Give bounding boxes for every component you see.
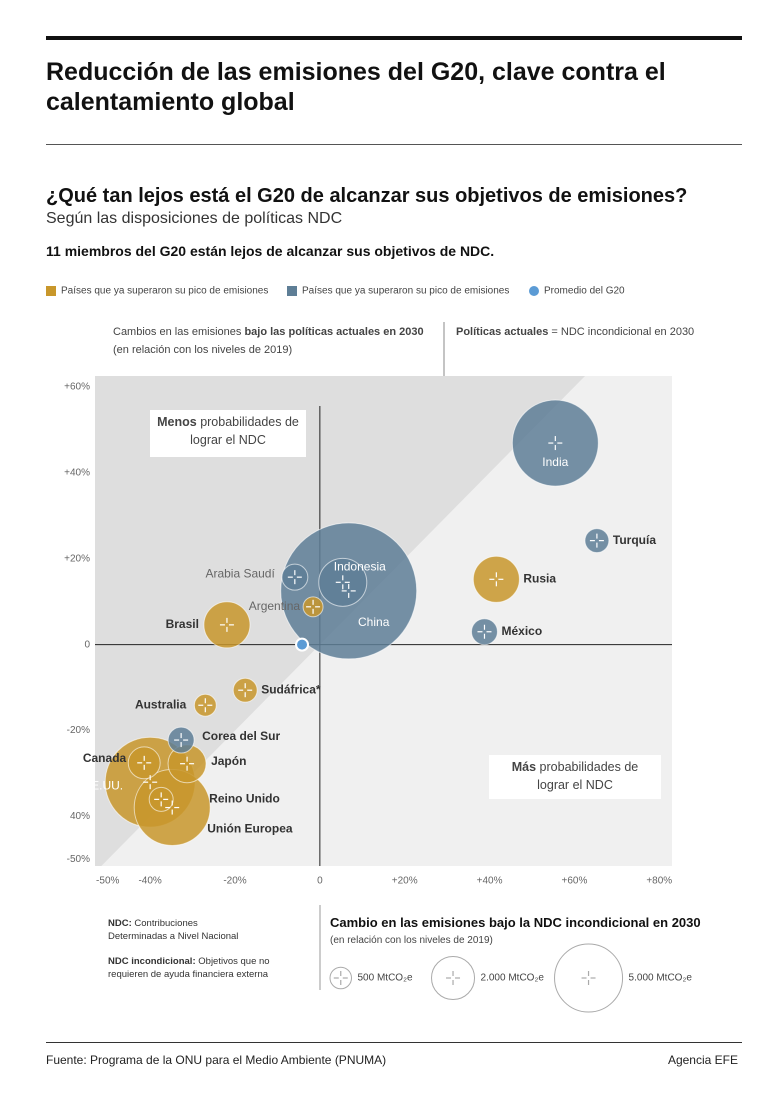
annotation-box: Más probabilidades de lograr el NDC [489,755,661,799]
x-axis-label: Políticas actuales = NDC incondicional e… [456,326,694,338]
legend-marker [529,286,539,296]
size-legend-label: 500 MtCO₂e [358,973,413,984]
bubble-label: Indonesia [334,559,386,573]
bubble-label: China [358,615,390,629]
bubble [281,563,309,591]
bubble-label: Argentina [249,599,301,613]
y-axis-label: Cambios en las emisiones bajo las políti… [113,326,424,338]
x-tick-label: -20% [223,876,246,887]
bubble [318,557,368,607]
size-legend-circle [554,943,624,1013]
bubble [148,786,174,812]
bubble-label: EE.UU. [83,778,123,792]
annotation-text: probabilidades de lograr el NDC [537,760,639,792]
bubble-label: Canada [83,751,127,765]
bubble-label: Arabia Saudí [205,566,275,580]
annotation-box: Menos probabilidades de lograr el NDC [150,410,306,457]
bubble-label: Turquía [613,533,656,547]
bubble [302,596,324,618]
bubble-label: Brasil [166,617,199,631]
note: NDC: Contribuciones Determinadas a Nivel… [108,917,258,943]
annotation-bold: Menos [157,415,197,429]
x-tick-label: +60% [561,876,587,887]
annotation-text: probabilidades de lograr el NDC [190,415,299,447]
legend-label: Promedio del G20 [544,286,625,297]
x-tick-label: -50% [96,876,119,887]
note-term: NDC incondicional: [108,956,196,967]
credit: Agencia EFE [667,1053,738,1067]
x-tick-label: +40% [477,876,503,887]
bubble-label: Unión Europea [207,822,293,836]
headline: 11 miembros del G20 están lejos de alcan… [46,243,495,259]
bubble [127,746,161,780]
bubble-label: Corea del Sur [202,729,280,743]
source: Fuente: Programa de la ONU para el Medio… [46,1053,387,1067]
note-text: Objetivos que no requieren de ayuda fina… [108,956,270,980]
legend-label: Países que ya superaron su pico de emisi… [61,286,268,297]
y-tick-label: +60% [64,381,90,392]
bubble-label: Japón [211,754,246,768]
x-axis-label-text: = NDC incondicional en 2030 [551,326,695,338]
y-tick-label: +40% [64,467,90,478]
x-tick-label: 0 [317,876,323,887]
average-point [295,637,310,652]
bubble [470,618,498,646]
bubble [232,677,258,703]
chart-subtitle: Según las disposiciones de políticas NDC [46,210,343,227]
bubble [167,726,195,754]
bubble-label: India [542,455,568,469]
bubble-label: México [501,624,542,638]
footer-rule [46,1042,742,1043]
y-tick-label: +20% [64,553,90,564]
y-tick-label: -50% [67,854,90,865]
y-axis-label-bold: bajo las políticas actuales en 2030 [244,326,424,338]
page-title: Reducción de las emisiones del G20, clav… [46,58,666,116]
annotation-bold: Más [511,760,537,774]
size-legend-title: Cambio en las emisiones bajo la NDC inco… [330,915,701,930]
x-tick-label: -40% [138,876,161,887]
bubble-label: Rusia [523,571,556,585]
bubble-label: Sudáfrica* [261,682,321,696]
bubble [584,528,610,554]
size-legend-circle [329,966,353,990]
note-text: Contribuciones Determinadas a Nivel Naci… [108,918,239,942]
y-tick-label: -20% [67,725,90,736]
note-term: NDC: [108,918,132,929]
x-tick-label: +20% [392,876,418,887]
bubble [133,769,211,847]
bubble-label: Reino Unido [209,792,280,806]
legend-label: Países que ya superaron su pico de emisi… [302,286,509,297]
legend-marker [287,286,297,296]
size-legend-circle [431,955,476,1001]
title-rule [46,144,742,145]
size-legend-note: (en relación con los niveles de 2019) [330,935,493,946]
y-axis-label-text: Cambios en las emisiones [113,326,242,338]
size-legend-label: 5.000 MtCO₂e [629,973,693,984]
bubble-label: Australia [135,697,187,711]
bubble [193,693,217,717]
bubble [511,399,599,487]
y-tick-label: 0 [84,639,90,650]
y-axis-note: (en relación con los niveles de 2019) [113,344,293,356]
top-rule [46,36,742,40]
x-axis-label-bold: Políticas actuales [456,326,549,338]
y-tick-label: 40% [70,811,90,822]
note: NDC incondicional: Objetivos que no requ… [108,955,298,981]
x-tick-label: +80% [646,876,672,887]
legend-marker [46,286,56,296]
bubble [472,555,520,603]
bubble [203,601,251,649]
chart-title: ¿Qué tan lejos está el G20 de alcanzar s… [46,185,688,207]
size-legend-label: 2.000 MtCO₂e [481,973,545,984]
